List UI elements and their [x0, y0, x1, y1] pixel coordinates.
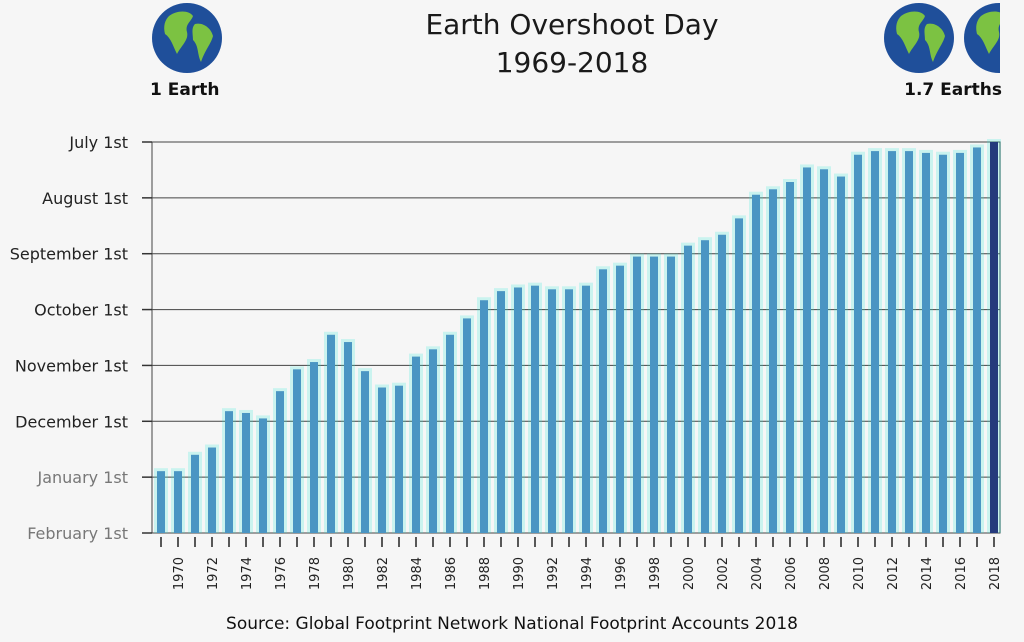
bar-2005	[769, 189, 777, 533]
bar-1992	[548, 289, 556, 533]
y-tick-label: November 1st	[15, 356, 128, 375]
globe-icon	[964, 3, 1000, 73]
x-tick-label: 2008	[818, 557, 833, 590]
bar-1991	[531, 285, 539, 533]
x-tick-label: 1992	[546, 557, 561, 590]
x-tick-label: 2002	[716, 557, 731, 590]
bar-2013	[905, 151, 913, 533]
bar-2008	[820, 169, 828, 534]
plot-frame	[151, 141, 1001, 534]
globe-icon	[884, 3, 954, 73]
bar-1969	[157, 471, 165, 533]
bar-1977	[293, 369, 301, 533]
x-tick-label: 1982	[376, 557, 391, 590]
y-tick-label: August 1st	[42, 189, 128, 208]
chart-title-line2: 1969-2018	[495, 46, 649, 79]
bar-2000	[684, 245, 692, 533]
x-tick-label: 1986	[444, 557, 459, 590]
bar-1978	[310, 362, 318, 533]
bar-1971	[191, 454, 199, 533]
x-tick-label: 2018	[988, 557, 1003, 590]
chart-title-line1: Earth Overshoot Day	[425, 8, 719, 41]
x-tick-label: 2000	[682, 557, 697, 590]
bar-2004	[752, 194, 760, 533]
x-tick-label: 1978	[308, 557, 323, 590]
bar-1984	[412, 356, 420, 533]
x-tick-label: 2012	[886, 557, 901, 590]
bar-2010	[854, 154, 862, 534]
bar-2002	[718, 234, 726, 533]
bar-1998	[650, 256, 658, 533]
x-tick-label: 1998	[648, 557, 663, 590]
x-tick-label: 1976	[274, 557, 289, 590]
bar-1999	[667, 256, 675, 533]
bar-2003	[735, 218, 743, 533]
partial-globe	[963, 2, 1000, 74]
bar-1993	[565, 289, 573, 533]
bar-1976	[276, 391, 284, 533]
x-tick-label: 2014	[920, 557, 935, 590]
x-tick-label: 2006	[784, 557, 799, 590]
bar-1985	[429, 349, 437, 533]
bar-1974	[242, 412, 250, 533]
x-tick-label: 1990	[512, 557, 527, 590]
earths-caption: 1.7 Earths	[904, 80, 1002, 100]
bar-1983	[395, 385, 403, 533]
bar-2006	[786, 182, 794, 533]
bar-1988	[480, 300, 488, 533]
bar-1987	[463, 318, 471, 533]
bar-2012	[888, 151, 896, 533]
y-tick-label: December 1st	[15, 412, 128, 431]
source-note: Source: Global Footprint Network Nationa…	[226, 614, 798, 634]
bar-1973	[225, 411, 233, 533]
globe-icon	[152, 3, 222, 73]
y-tick-label: July 1st	[68, 133, 128, 152]
x-tick-label: 2010	[852, 557, 867, 590]
bar-2014	[922, 152, 930, 533]
y-tick-label: February 1st	[27, 524, 128, 543]
bar-2011	[871, 151, 879, 533]
x-tick-label: 1980	[342, 557, 357, 590]
bar-1972	[208, 447, 216, 533]
y-tick-label: October 1st	[34, 301, 128, 320]
bar-1994	[582, 285, 590, 533]
one-earth-caption: 1 Earth	[150, 80, 220, 100]
bar-1996	[616, 265, 624, 533]
bar-1989	[497, 291, 505, 533]
x-tick-label: 1988	[478, 557, 493, 590]
x-tick-label: 1970	[172, 557, 187, 590]
bar-1990	[514, 287, 522, 533]
bar-2015	[939, 154, 947, 534]
x-tick-label: 1994	[580, 557, 595, 590]
bar-2009	[837, 176, 845, 534]
bar-1975	[259, 418, 267, 533]
bar-1995	[599, 269, 607, 533]
bar-1986	[446, 334, 454, 533]
bar-1997	[633, 256, 641, 533]
bar-2017	[973, 147, 981, 533]
y-tick-label: September 1st	[10, 245, 128, 264]
y-tick-label: January 1st	[36, 468, 128, 487]
axis-layer: July 1st August 1st September 1st October 1…	[10, 133, 1003, 590]
x-tick-label: 2016	[954, 557, 969, 590]
bar-1982	[378, 387, 386, 533]
x-tick-label: 2004	[750, 557, 765, 590]
bar-1979	[327, 334, 335, 533]
x-tick-label: 1996	[614, 557, 629, 590]
bar-1980	[344, 342, 352, 533]
bars-layer	[154, 139, 1001, 534]
bar-2016	[956, 152, 964, 533]
x-tick-label: 1984	[410, 557, 425, 590]
bar-2018	[990, 142, 998, 533]
bar-2007	[803, 167, 811, 534]
bar-1981	[361, 371, 369, 533]
x-tick-label: 1972	[206, 557, 221, 590]
bar-1970	[174, 471, 182, 533]
bar-2001	[701, 240, 709, 533]
x-tick-label: 1974	[240, 557, 255, 590]
